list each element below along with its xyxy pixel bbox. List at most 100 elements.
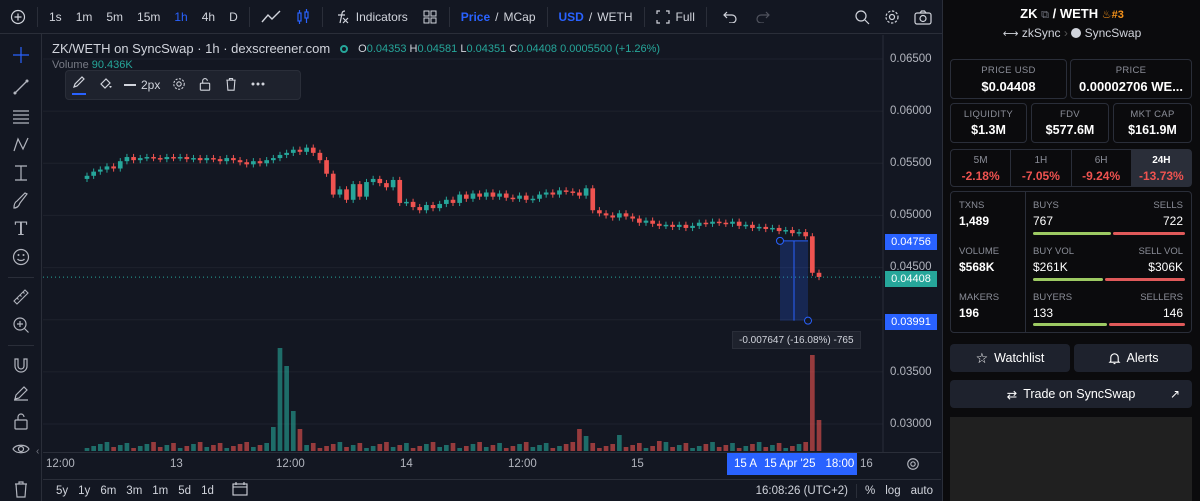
volume-bar bbox=[417, 446, 423, 451]
measure-handle-start bbox=[776, 236, 784, 245]
fill-color-button[interactable] bbox=[98, 77, 112, 94]
tab-24h[interactable]: 24H -13.73% bbox=[1131, 150, 1191, 186]
percent-toggle[interactable]: % bbox=[865, 484, 876, 497]
trash-icon[interactable] bbox=[10, 478, 32, 500]
screenshot-button[interactable] bbox=[907, 0, 942, 34]
quote-toggle[interactable]: USD / WETH bbox=[558, 9, 633, 24]
interval-1h[interactable]: 1h bbox=[174, 9, 188, 24]
indicators-button[interactable]: Indicators bbox=[327, 0, 415, 34]
magnet-icon[interactable] bbox=[10, 354, 32, 376]
zoom-in-icon[interactable] bbox=[10, 314, 32, 336]
dex-name[interactable]: SyncSwap bbox=[1084, 26, 1142, 40]
add-symbol-button[interactable] bbox=[0, 0, 33, 34]
interval-1s[interactable]: 1s bbox=[49, 9, 62, 24]
volume-bar bbox=[171, 443, 176, 451]
range-3m[interactable]: 3m bbox=[126, 484, 143, 497]
volume-bar bbox=[530, 447, 536, 451]
emoji-icon[interactable] bbox=[10, 246, 32, 268]
weth-option[interactable]: WETH bbox=[597, 9, 633, 24]
volume-bar bbox=[610, 444, 616, 451]
more-options-button[interactable] bbox=[250, 77, 266, 94]
trade-button[interactable]: ⇄ Trade on SyncSwap ↗ bbox=[950, 380, 1192, 408]
tab-6h[interactable]: 6H -9.24% bbox=[1072, 150, 1132, 186]
lock-icon[interactable] bbox=[10, 410, 32, 432]
volume-bar bbox=[543, 443, 549, 451]
range-1y[interactable]: 1y bbox=[78, 484, 91, 497]
collapse-toolbar-icon[interactable]: ‹ bbox=[36, 446, 40, 457]
mcap-option[interactable]: MCap bbox=[503, 9, 536, 24]
candle-body bbox=[730, 221, 735, 224]
mktcap-box: MKT CAP $161.9M bbox=[1113, 103, 1192, 143]
log-toggle[interactable]: log bbox=[885, 484, 901, 497]
undo-button[interactable] bbox=[711, 0, 749, 34]
fib-retracement-icon[interactable] bbox=[10, 106, 32, 128]
candle-chart-type-button[interactable] bbox=[288, 0, 318, 34]
volume-bar bbox=[450, 443, 456, 451]
volume-bar bbox=[563, 444, 569, 451]
drawing-settings-button[interactable] bbox=[172, 77, 186, 94]
volume-bar bbox=[550, 448, 556, 451]
price-mcap-toggle[interactable]: Price / MCap bbox=[460, 9, 536, 24]
candle-body bbox=[231, 158, 236, 161]
candle-body bbox=[211, 158, 216, 160]
ruler-icon[interactable] bbox=[10, 286, 32, 308]
time-axis-settings-icon[interactable] bbox=[906, 457, 920, 476]
quick-search-button[interactable] bbox=[847, 0, 877, 34]
watchlist-button[interactable]: ☆ Watchlist bbox=[950, 344, 1070, 372]
interval-15m[interactable]: 15m bbox=[137, 9, 161, 24]
range-5d[interactable]: 5d bbox=[178, 484, 192, 497]
line-color-button[interactable] bbox=[72, 75, 86, 95]
line-chart-type-button[interactable] bbox=[254, 0, 288, 34]
volume-bar bbox=[510, 446, 516, 451]
candle-body bbox=[483, 192, 489, 197]
crosshair-icon[interactable] bbox=[10, 44, 32, 66]
lock-drawing-button[interactable] bbox=[198, 77, 212, 94]
eye-icon[interactable] bbox=[10, 438, 32, 460]
line-width-label: 2px bbox=[141, 78, 161, 92]
tab-1h[interactable]: 1H -7.05% bbox=[1011, 150, 1072, 186]
tab-5m[interactable]: 5M -2.18% bbox=[951, 150, 1012, 186]
price-option[interactable]: Price bbox=[460, 9, 491, 24]
delete-drawing-button[interactable] bbox=[224, 77, 238, 94]
price-chart[interactable] bbox=[43, 35, 941, 452]
interval-1m[interactable]: 1m bbox=[75, 9, 93, 24]
goto-date-button[interactable] bbox=[227, 482, 253, 499]
layouts-button[interactable] bbox=[415, 0, 445, 34]
forecast-icon[interactable] bbox=[10, 162, 32, 184]
range-1d[interactable]: 1d bbox=[201, 484, 214, 497]
pattern-icon[interactable] bbox=[10, 134, 32, 156]
interval-4h[interactable]: 4h bbox=[201, 9, 216, 24]
candle-body bbox=[550, 192, 556, 195]
candle-body bbox=[703, 222, 709, 225]
lock-drawings-pencil-icon[interactable] bbox=[10, 382, 32, 404]
separator bbox=[705, 6, 707, 27]
volume-bar bbox=[124, 443, 130, 451]
redo-button[interactable] bbox=[749, 0, 777, 34]
fullscreen-button[interactable]: Full bbox=[649, 0, 702, 34]
line-width-button[interactable]: 2px bbox=[124, 78, 160, 92]
copy-icon[interactable]: ⧉ bbox=[1041, 9, 1049, 21]
trendline-icon[interactable] bbox=[10, 76, 32, 98]
time-label: 12:00 bbox=[508, 458, 537, 470]
clock[interactable]: 16:08:26 (UTC+2) bbox=[755, 484, 849, 497]
chain-name[interactable]: zkSync bbox=[1021, 26, 1061, 40]
sellers-value: 146 bbox=[1162, 306, 1183, 320]
candle-body bbox=[177, 157, 183, 159]
usd-option[interactable]: USD bbox=[558, 9, 584, 24]
sells-bar bbox=[1113, 232, 1185, 235]
alerts-button[interactable]: Alerts bbox=[1074, 344, 1192, 372]
liquidity-box: LIQUIDITY $1.3M bbox=[950, 103, 1027, 143]
text-icon[interactable]: T bbox=[14, 218, 28, 240]
brush-icon[interactable] bbox=[10, 190, 32, 212]
settings-button[interactable] bbox=[877, 0, 907, 34]
range-1m[interactable]: 1m bbox=[152, 484, 169, 497]
interval-5m[interactable]: 5m bbox=[106, 9, 124, 24]
auto-toggle[interactable]: auto bbox=[910, 484, 933, 497]
gear-icon bbox=[885, 9, 899, 24]
range-5y[interactable]: 5y bbox=[56, 484, 69, 497]
range-6m[interactable]: 6m bbox=[100, 484, 117, 497]
interval-d[interactable]: D bbox=[229, 9, 238, 24]
volume-bar bbox=[577, 429, 582, 451]
candle-body bbox=[617, 213, 622, 218]
volume-bar bbox=[264, 443, 270, 451]
